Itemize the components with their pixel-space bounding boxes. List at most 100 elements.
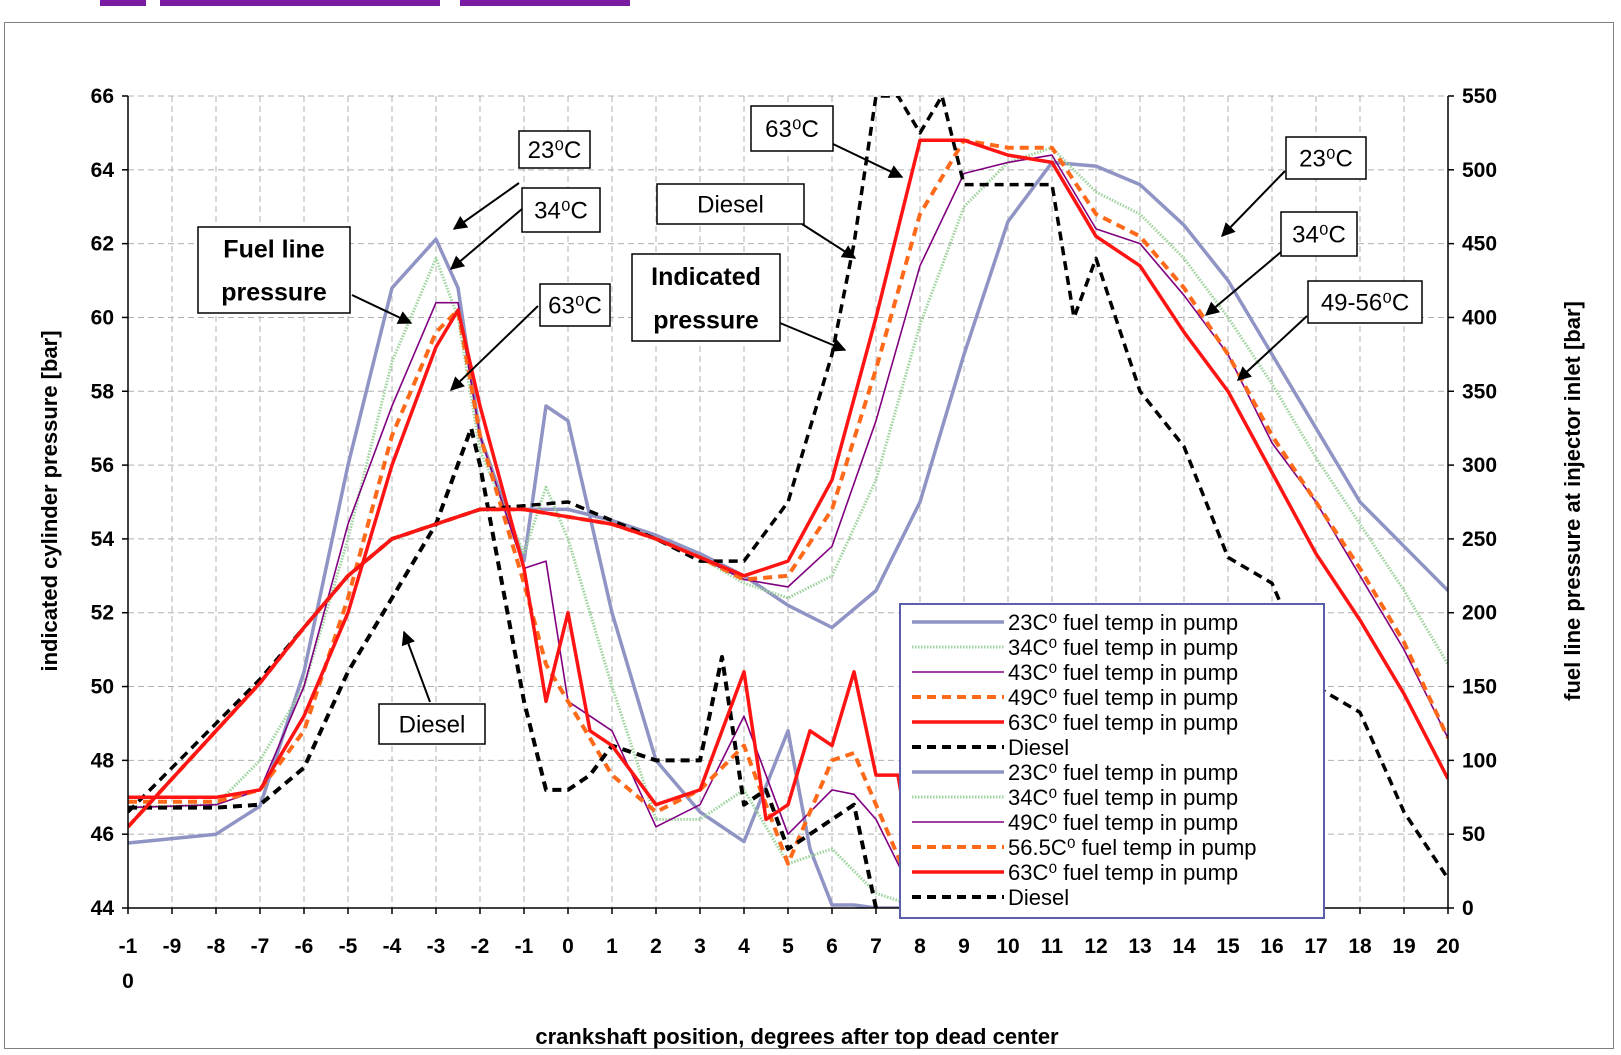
y-tick-label-left: 46 [91,823,114,846]
annotation-box [1307,280,1423,324]
y-tick-label-left: 62 [91,233,114,256]
y-tick-label-left: 66 [91,85,114,108]
x-tick-label: -2 [471,935,490,958]
annotation-label: 34⁰C [534,198,588,225]
x-tick-label: -8 [207,935,226,958]
annotation-box [518,130,591,169]
series-fuel_diesel [128,426,878,908]
x-tick-label: -5 [339,935,358,958]
x-tick-label: 10 [996,935,1019,958]
x-tick-label: -6 [295,935,314,958]
title-fragment [100,0,146,6]
legend-label: 49C⁰ fuel temp in pump [1008,810,1238,835]
annotation-label: Diesel [399,712,466,739]
y-tick-label-left: 52 [91,602,114,625]
annotation-label: 63⁰C [765,116,819,143]
y-axis-label-left: indicated cylinder pressure [bar] [37,330,62,671]
x-tick-label: 15 [1216,935,1240,958]
y-tick-label-right: 200 [1462,602,1497,625]
y-tick-label-right: 250 [1462,528,1497,551]
y-tick-label-left: 50 [91,676,114,699]
cropped-title-strip [0,0,1621,14]
y-tick-label-right: 350 [1462,380,1497,403]
annotation-box [378,703,486,745]
y-tick-label-left: 44 [91,897,115,920]
x-tick-label: -1 0 [119,935,138,993]
x-tick-label: -1 [515,935,534,958]
x-tick-label: 20 [1436,935,1459,958]
annotation-label: 49-56⁰C [1321,290,1409,317]
y-tick-label-right: 450 [1462,233,1497,256]
annotation-arrow [832,143,904,178]
annotation-box [197,226,351,314]
annotation-arrow [779,322,847,352]
legend-label: 43C⁰ fuel temp in pump [1008,660,1238,685]
x-tick-label: 12 [1084,935,1107,958]
legend-box [899,603,1325,919]
series-cyl_63 [128,138,1448,828]
tick-labels: 4446485052545658606264660501001502002503… [91,85,1497,993]
legend-label: 34C⁰ fuel temp in pump [1008,785,1238,810]
x-tick-label: 16 [1260,935,1283,958]
annotation-arrow [401,630,431,703]
annotation-arrow [1236,315,1308,381]
annotation-arrow [449,305,539,391]
x-tick-label: -3 [427,935,446,958]
y-tick-label-right: 300 [1462,454,1497,477]
x-tick-label: 3 [694,935,706,958]
annotation-arrow [1221,170,1286,238]
x-tick-label: 13 [1128,935,1151,958]
annotation-box [521,187,601,233]
y-tick-label-right: 50 [1462,823,1485,846]
annotation-arrow [1204,251,1282,316]
x-axis-label: crankshaft position, degrees after top d… [535,1024,1059,1049]
legend-label: 23C⁰ fuel temp in pump [1008,610,1238,635]
y-tick-label-left: 64 [91,159,115,182]
x-tick-label: 0 [562,935,574,958]
y-tick-label-right: 400 [1462,306,1497,329]
annotation-arrow [801,223,857,259]
x-tick-label: 2 [650,935,662,958]
annotation-label: Indicated pressure [651,263,761,335]
legend-label: Diesel [1008,735,1069,760]
legend-label: 63C⁰ fuel temp in pump [1008,710,1238,735]
annotation-box [750,105,834,152]
annotation-label: Fuel line pressure [221,236,327,307]
legend-label: Diesel [1008,885,1069,910]
x-tick-label: 8 [914,935,926,958]
annotation-arrow [351,294,413,324]
annotation-arrow [449,208,523,270]
annotation-label: 34⁰C [1292,222,1346,249]
annotation-box [656,183,805,225]
x-tick-label: 19 [1392,935,1415,958]
x-tick-label: 17 [1304,935,1327,958]
y-axis-label-right: fuel line pressure at injector inlet [ba… [1560,301,1585,701]
annotations: 23⁰C 34⁰C 63⁰C Fuel line pressure Diesel 63⁰C D… [197,105,1423,745]
x-tick-label: -9 [163,935,182,958]
x-tick-label: 6 [826,935,838,958]
y-tick-label-left: 54 [91,528,115,551]
x-tick-label: 7 [870,935,882,958]
series-fuel_56 [128,308,1008,908]
x-tick-label: 11 [1041,935,1064,958]
x-tick-label: 18 [1348,935,1372,958]
y-tick-label-right: 100 [1462,749,1497,772]
y-tick-label-right: 550 [1462,85,1497,108]
annotation-label: Diesel [697,192,764,219]
y-tick-label-left: 56 [91,454,114,477]
legend-label: 23C⁰ fuel temp in pump [1008,760,1238,785]
x-tick-label: 9 [958,935,970,958]
series-cyl_34 [128,146,1448,828]
x-tick-label: -4 [383,935,402,958]
annotation-box [631,253,781,342]
annotation-box [1285,136,1367,180]
y-tick-label-right: 500 [1462,159,1497,182]
annotation-label: 23⁰C [1299,146,1353,173]
legend-label: 34C⁰ fuel temp in pump [1008,635,1238,660]
y-tick-label-left: 60 [91,306,114,329]
title-fragment [160,0,440,6]
legend-label: 63C⁰ fuel temp in pump [1008,860,1238,885]
series-layer [128,96,1448,908]
